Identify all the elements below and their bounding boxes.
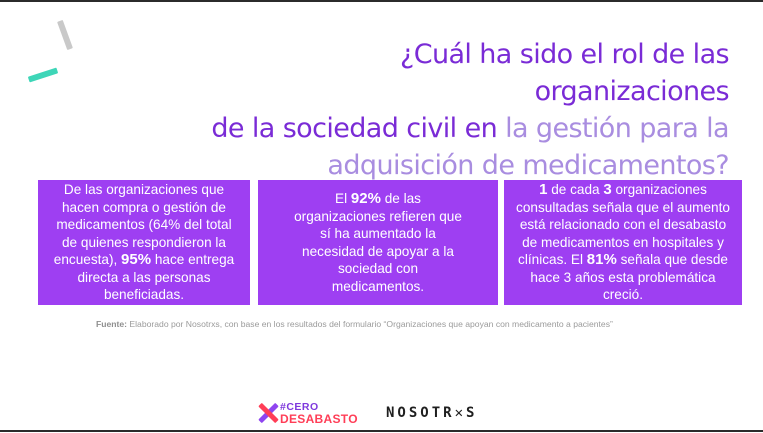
stat-card-1: De las organizaciones que hacen compra o… [38,180,250,305]
source-note: Fuente: Elaborado por Nosotrxs, con base… [96,319,613,329]
bottom-border-line [0,430,763,432]
decorative-gray-dash [57,19,73,51]
top-border-line [0,0,763,2]
stat-card-3-text: 1 de cada 3 organizaciones consultadas s… [514,181,732,304]
card-2-text-post: de las organizaciones refieren que sí ha… [294,191,462,294]
card-1-text-post: hace entrega directa a las personas bene… [77,252,235,303]
card-3-highlight-2: 3 [603,181,612,199]
stat-card-2: El 92% de las organizaciones refieren qu… [258,180,498,305]
card-2-highlight: 92% [350,190,381,207]
title-part-2: de la sociedad civil en [211,113,498,144]
card-1-highlight: 95% [121,251,152,269]
source-text: Elaborado por Nosotrxs, con base en los … [127,319,613,329]
card-3-highlight-3: 81% [586,251,617,269]
card-3-text-post: señala que desde hace 3 años esta proble… [530,252,728,303]
stat-card-3: 1 de cada 3 organizaciones consultadas s… [504,180,742,305]
cero-desabasto-wordmark: #CERO DESABASTO [280,401,358,425]
cero-line-1: #CERO [280,401,319,413]
title-part-3: la gestión para la [505,113,730,144]
cero-line-2: DESABASTO [280,412,358,426]
card-2-text-pre: El [335,191,351,206]
stat-card-1-text: De las organizaciones que hacen compra o… [52,181,236,304]
source-label: Fuente: [96,319,128,329]
decorative-teal-dash [27,67,59,83]
card-3-highlight-1: 1 [539,181,548,199]
title-part-1: ¿Cuál ha sido el rol de las organizacion… [399,39,730,107]
x-mark-icon [258,402,279,424]
nosotrxs-logo: NOSOTR✕S [386,405,478,421]
stat-card-2-text: El 92% de las organizaciones refieren qu… [290,190,466,295]
card-3-text-mid-1: de cada [547,182,604,198]
title-part-4: adquisición de medicamentos? [327,150,729,181]
page-title: ¿Cuál ha sido el rol de las organizacion… [209,36,729,184]
card-1-text-pre: De las organizaciones que hacen compra o… [53,182,232,268]
card-3-text-mid-2: organizaciones consultadas señala que el… [516,182,730,268]
